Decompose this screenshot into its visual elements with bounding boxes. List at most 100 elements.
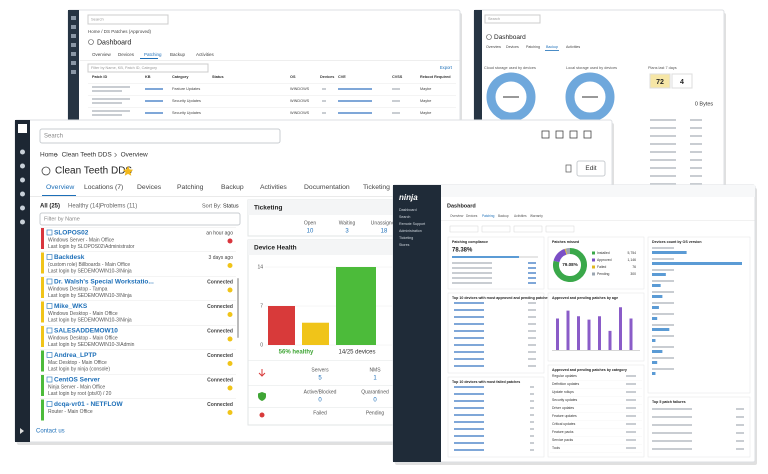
menu-item[interactable]: Dashboard	[399, 208, 417, 212]
placeholder-text	[454, 442, 484, 444]
stat-box	[649, 73, 671, 89]
placeholder-text	[528, 282, 536, 284]
placeholder-text	[454, 386, 484, 388]
os-bar	[652, 339, 656, 342]
tab[interactable]: Devices	[137, 184, 162, 191]
filter-tab[interactable]: All (25)	[40, 204, 60, 210]
stat-value: 10	[307, 229, 314, 235]
placeholder-text	[528, 267, 536, 269]
filter-placeholder: Filter by Name	[44, 216, 80, 222]
page-title: Dashboard	[447, 203, 476, 209]
tab[interactable]: Activities	[566, 45, 580, 49]
contact-link[interactable]: Contact us	[36, 429, 65, 435]
menu-item[interactable]: Stores	[399, 243, 410, 247]
column-header: OS	[290, 75, 296, 79]
tab[interactable]: Ticketing	[363, 184, 390, 191]
device-name[interactable]: Backdesk	[54, 254, 85, 261]
device-icon	[46, 254, 53, 260]
export-link[interactable]: Export	[440, 65, 453, 70]
sidebar-icon	[20, 191, 25, 197]
toolbar-icon	[555, 130, 564, 139]
stat-label: NMS	[369, 367, 381, 373]
placeholder-text	[454, 344, 484, 346]
tab[interactable]: Activities	[196, 52, 215, 57]
placeholder-text	[690, 127, 702, 129]
stat-label: Active/Blocked	[304, 389, 337, 395]
tab[interactable]: Patching	[482, 214, 495, 218]
edit-button	[576, 160, 606, 177]
menu-item[interactable]: Ticketing	[399, 236, 413, 240]
filter-tab[interactable]: Healthy (14)	[68, 204, 101, 210]
device-name[interactable]: dcqa-vr01 - NETFLOW	[54, 401, 123, 408]
tab[interactable]: Patching	[144, 52, 162, 57]
tab[interactable]: Patching	[526, 45, 540, 49]
placeholder-text	[454, 323, 484, 325]
breadcrumb[interactable]: Home	[40, 152, 58, 159]
breadcrumb[interactable]: Clean Teeth DDS	[62, 152, 113, 159]
tab[interactable]: Backup	[170, 52, 186, 57]
placeholder-text	[650, 143, 676, 145]
device-name[interactable]: SLOPOS02	[54, 230, 89, 237]
tab[interactable]: Overview	[46, 184, 74, 191]
device-login: Last login by SEDEMOWIN10-3\Ninja	[48, 317, 132, 323]
tab[interactable]: Warranty	[530, 214, 543, 218]
menu-item[interactable]: Administration	[399, 229, 422, 233]
placeholder-text	[454, 428, 484, 430]
tab[interactable]: Devices	[466, 214, 478, 218]
placeholder-text	[322, 88, 326, 90]
age-bar	[619, 307, 622, 350]
storage-donut	[565, 72, 615, 122]
placeholder-text	[652, 368, 674, 370]
os-bar	[652, 273, 666, 276]
os-bar	[652, 350, 663, 353]
tab[interactable]: Devices	[506, 45, 519, 49]
device-name[interactable]: CentOS Server	[54, 377, 100, 384]
tab[interactable]: Locations (7)	[84, 184, 123, 191]
menu-item[interactable]: Search	[399, 215, 410, 219]
os-bar	[652, 372, 656, 375]
device-login: Last login by SEDEMOWIN10-3\Admin	[48, 342, 135, 348]
tab[interactable]: Backup	[221, 184, 244, 191]
shield-icon	[258, 392, 266, 401]
tab[interactable]: Backup	[498, 214, 509, 218]
tab[interactable]: Activities	[260, 184, 287, 191]
cell-category: Security Updates	[172, 111, 201, 115]
placeholder-text	[626, 439, 636, 441]
tab[interactable]: Patching	[177, 184, 204, 191]
category-row: Security updates	[552, 398, 578, 402]
tab[interactable]: Devices	[118, 52, 135, 57]
tab[interactable]: Activities	[514, 214, 527, 218]
placeholder-text	[338, 100, 372, 102]
tab[interactable]: Overview	[450, 214, 464, 218]
placeholder-text	[652, 324, 674, 326]
placeholder-text	[650, 151, 676, 153]
menu-item[interactable]: Remote Support	[399, 222, 425, 226]
edit-button-label[interactable]: Edit	[585, 165, 596, 172]
tab[interactable]: Documentation	[304, 184, 350, 191]
placeholder-text	[652, 335, 674, 337]
placeholder-text	[530, 414, 534, 416]
column-header: Status	[212, 75, 224, 79]
tab[interactable]: Overview	[92, 52, 112, 57]
search-box	[39, 128, 281, 144]
placeholder-text	[690, 119, 702, 121]
sort-value[interactable]: Status	[223, 203, 239, 209]
placeholder-text	[528, 262, 536, 264]
panel	[447, 292, 545, 374]
device-name[interactable]: Dr. Walsh's Special Workstatio...	[54, 279, 154, 286]
os-bar	[652, 306, 659, 309]
device-name[interactable]: SALESADDEMOW10	[54, 328, 118, 335]
progress-fill	[452, 256, 519, 258]
filter-tab[interactable]: Problems (11)	[100, 204, 137, 210]
stat-label: Quarantined	[361, 389, 389, 395]
compliance-value: 78.38%	[452, 248, 473, 254]
legend-value: 76	[632, 265, 636, 269]
device-name[interactable]: Mike_WKS	[54, 303, 88, 310]
device-name[interactable]: Andrea_LPTP	[54, 352, 97, 359]
tab[interactable]: Backup	[546, 45, 558, 49]
filter-placeholder: Filter by Name, KB, Patch ID, Category	[91, 66, 157, 70]
placeholder-text	[652, 432, 692, 434]
device-icon	[46, 352, 53, 358]
storage-bytes: 0 Bytes	[695, 101, 714, 107]
tab[interactable]: Overview	[486, 45, 501, 49]
